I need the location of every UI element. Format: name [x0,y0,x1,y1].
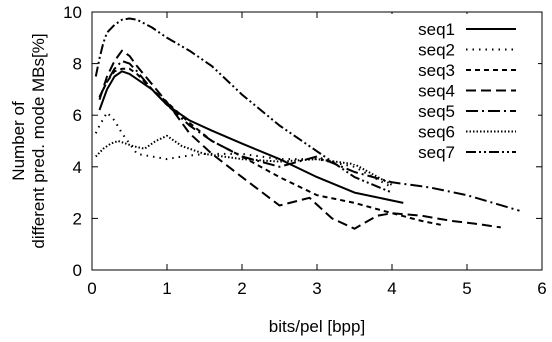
x-tick-label: 3 [312,279,321,298]
y-tick-label: 8 [73,55,82,74]
x-tick-label: 6 [537,279,546,298]
series-line-seq3 [98,67,441,226]
series-line-seq1 [98,70,404,204]
y-tick-label: 10 [63,3,82,22]
y-tick-label: 6 [73,106,82,125]
legend-label-seq6: seq6 [418,123,455,142]
y-tick-label: 0 [73,261,82,280]
legend-label-seq3: seq3 [418,61,455,80]
y-axis-title-line: Number of [9,101,28,181]
x-tick-label: 0 [87,279,96,298]
legend-label-seq4: seq4 [418,82,455,101]
series-line-seq5 [98,60,520,212]
series-line-seq6 [95,134,393,186]
x-tick-label: 2 [237,279,246,298]
series-line-seq4 [98,49,501,230]
legend-label-seq2: seq2 [418,41,455,60]
y-tick-label: 4 [73,158,82,177]
legend-box [352,14,538,164]
x-tick-label: 1 [162,279,171,298]
y-axis-title-line: different pred. mode MBs[%] [29,33,48,248]
series-line-seq2 [94,111,393,189]
legend-label-seq1: seq1 [418,20,455,39]
x-tick-label: 4 [387,279,396,298]
y-axis-title: Number of different pred. mode MBs[%] [9,33,48,248]
x-tick-label: 5 [462,279,471,298]
legend-label-seq5: seq5 [418,102,455,121]
series-line-seq7 [94,17,393,194]
legend-label-seq7: seq7 [418,143,455,162]
plot-area: 0 1 2 3 4 5 6 0 2 4 6 8 10 [63,3,547,298]
x-axis-title: bits/pel [bpp] [269,317,365,336]
y-tick-label: 2 [73,209,82,228]
